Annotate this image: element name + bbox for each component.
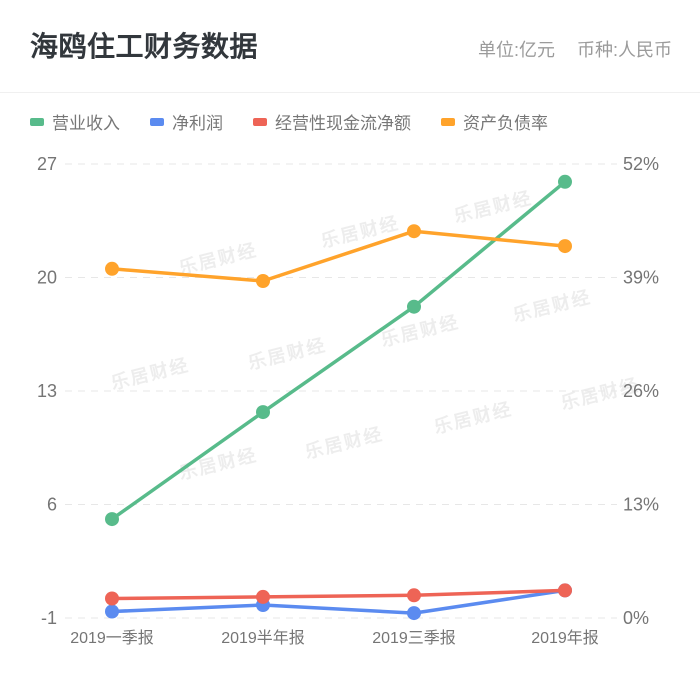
data-point-debt-ratio: [558, 239, 572, 254]
data-point-operating-cash-flow: [105, 591, 119, 606]
data-point-debt-ratio: [256, 274, 270, 288]
chart-legend: 营业收入 净利润 经营性现金流净额 资产负债率: [30, 109, 548, 134]
chart-title: 海鸥住工财务数据: [30, 31, 259, 62]
data-point-debt-ratio: [407, 224, 421, 239]
legend-label: 营业收入: [52, 114, 120, 133]
x-axis-tick: 2019半年报: [221, 629, 305, 647]
data-point-revenue: [256, 405, 270, 420]
y-axis-tick-right: 13%: [623, 495, 659, 515]
legend-item-debt-ratio[interactable]: 资产负债率: [441, 109, 548, 134]
legend-label: 净利润: [172, 114, 223, 133]
legend-marker-icon: [441, 117, 455, 126]
legend-marker-icon: [253, 117, 267, 126]
y-axis-tick-right: 0%: [623, 608, 649, 628]
y-axis-tick-left: 27: [37, 154, 57, 174]
data-point-operating-cash-flow: [256, 589, 270, 604]
legend-item-revenue[interactable]: 营业收入: [30, 109, 120, 134]
data-point-debt-ratio: [105, 261, 119, 276]
data-point-revenue: [407, 299, 421, 314]
y-axis-tick-left: 20: [37, 268, 57, 288]
y-axis-tick-right: 52%: [623, 154, 659, 174]
legend-item-net-profit[interactable]: 净利润: [150, 109, 223, 134]
chart-meta: 单位:亿元 币种:人民币: [478, 36, 672, 62]
y-axis-tick-right: 39%: [623, 268, 659, 288]
currency-label: 币种:人民币: [576, 40, 672, 60]
data-point-revenue: [105, 512, 119, 527]
series-line-operating-cash-flow: [110, 588, 567, 601]
legend-marker-icon: [30, 117, 44, 126]
x-axis-tick: 2019三季报: [372, 629, 456, 647]
series-line-revenue: [110, 180, 567, 521]
legend-marker-icon: [150, 117, 164, 126]
data-point-operating-cash-flow: [558, 583, 572, 598]
y-axis-tick-left: 6: [47, 495, 57, 515]
y-axis-tick-right: 26%: [623, 381, 659, 401]
x-axis-tick: 2019年报: [531, 629, 599, 647]
data-point-revenue: [558, 174, 572, 189]
legend-item-operating-cash-flow[interactable]: 经营性现金流净额: [253, 109, 411, 134]
data-point-net-profit: [105, 604, 119, 619]
x-axis-tick: 2019一季报: [70, 629, 154, 647]
y-axis-tick-left: 13: [37, 381, 57, 401]
y-axis-tick-left: -1: [41, 608, 57, 628]
unit-label: 单位:亿元: [477, 40, 555, 60]
series-line-net-profit: [110, 588, 567, 615]
series-line-debt-ratio: [110, 229, 567, 283]
data-point-operating-cash-flow: [407, 588, 421, 603]
card-header: 海鸥住工财务数据 单位:亿元 币种:人民币: [0, 0, 700, 93]
legend-label: 经营性现金流净额: [275, 114, 411, 133]
data-point-net-profit: [407, 606, 421, 621]
legend-label: 资产负债率: [463, 114, 548, 133]
